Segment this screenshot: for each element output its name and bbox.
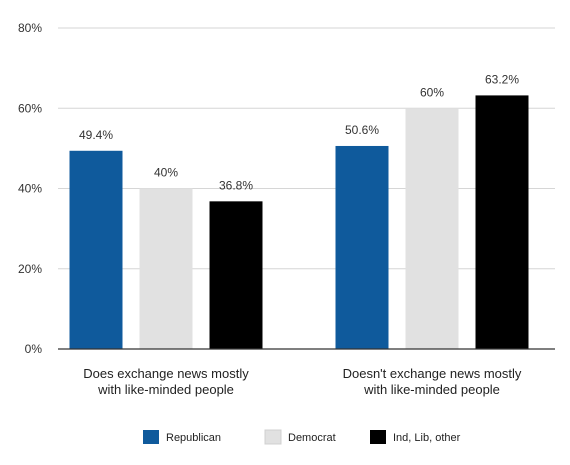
axes: 0%20%40%60%80%Does exchange news mostlyw… <box>18 21 555 397</box>
x-category-label: with like-minded people <box>97 382 234 397</box>
x-category-label: with like-minded people <box>363 382 500 397</box>
data-labels: 49.4% 40% 36.8% 50.6% 60% 63.2% <box>79 72 519 192</box>
x-category-label: Does exchange news mostly <box>83 366 249 381</box>
bar-democrat-0 <box>139 188 193 349</box>
legend-swatch <box>143 430 159 444</box>
bar-ind-lib-other-0 <box>209 201 263 349</box>
legend-label: Republican <box>166 432 221 444</box>
x-category-label: Doesn't exchange news mostly <box>343 366 522 381</box>
legend-swatch <box>370 430 386 444</box>
data-label: 40% <box>154 166 178 180</box>
bar-ind-lib-other-1 <box>475 95 529 349</box>
y-tick-label: 0% <box>25 342 43 356</box>
data-label: 49.4% <box>79 128 113 142</box>
y-tick-label: 80% <box>18 21 42 35</box>
bars <box>69 95 529 349</box>
bar-republican-1 <box>335 145 389 349</box>
bar-republican-0 <box>69 150 123 349</box>
y-tick-label: 40% <box>18 182 42 196</box>
data-label: 36.8% <box>219 178 253 192</box>
bar-democrat-1 <box>405 108 459 349</box>
legend: Republican Democrat Ind, Lib, other <box>143 429 461 445</box>
legend-label: Democrat <box>288 432 336 444</box>
data-label: 60% <box>420 85 444 99</box>
data-label: 63.2% <box>485 72 519 86</box>
legend-label: Ind, Lib, other <box>393 432 461 444</box>
y-tick-label: 60% <box>18 101 42 115</box>
legend-swatch <box>264 429 282 445</box>
y-tick-label: 20% <box>18 262 42 276</box>
data-label: 50.6% <box>345 123 379 137</box>
